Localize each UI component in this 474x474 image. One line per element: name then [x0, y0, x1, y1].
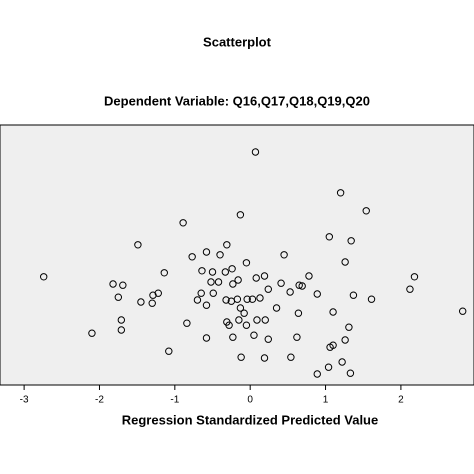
chart-subtitle: Dependent Variable: Q16,Q17,Q18,Q19,Q20	[104, 93, 370, 108]
point	[207, 278, 215, 286]
point	[229, 280, 237, 288]
point	[250, 331, 258, 339]
point	[298, 282, 306, 290]
point	[294, 309, 303, 317]
point	[362, 207, 370, 215]
point	[165, 347, 173, 355]
x-tick-label: 2	[398, 395, 404, 406]
point	[305, 272, 313, 280]
point	[286, 288, 294, 296]
point	[160, 269, 168, 277]
point	[252, 274, 260, 282]
point	[367, 295, 376, 303]
point	[410, 273, 419, 281]
point	[346, 369, 355, 377]
point	[137, 298, 145, 306]
point	[256, 294, 264, 302]
point	[324, 363, 333, 371]
point	[197, 289, 205, 297]
point	[260, 272, 269, 280]
point	[88, 329, 96, 337]
point	[287, 353, 295, 361]
point	[240, 309, 248, 317]
x-axis-label: Regression Standardized Predicted Value	[122, 412, 378, 427]
point	[272, 304, 281, 312]
point	[114, 293, 123, 301]
point	[214, 278, 223, 286]
point	[235, 316, 243, 324]
point	[329, 308, 337, 316]
point	[179, 219, 187, 227]
point	[134, 241, 142, 249]
point	[347, 237, 355, 245]
point	[242, 321, 251, 329]
point	[280, 251, 288, 259]
point	[313, 370, 321, 378]
point	[326, 343, 334, 351]
point	[208, 268, 217, 276]
point	[313, 290, 321, 298]
point	[277, 279, 285, 287]
point	[117, 316, 126, 324]
point	[202, 334, 211, 342]
x-tick-label: 1	[323, 395, 329, 406]
point	[336, 189, 345, 197]
point	[260, 354, 269, 362]
point	[251, 148, 260, 156]
point	[264, 285, 272, 293]
point	[202, 248, 211, 256]
point	[345, 323, 353, 331]
point	[295, 281, 303, 289]
x-tick-label: -1	[170, 395, 179, 406]
point	[227, 297, 236, 305]
point	[236, 211, 245, 219]
point	[234, 276, 242, 284]
point	[148, 299, 156, 307]
x-tick-label: -3	[20, 395, 29, 406]
point	[338, 358, 346, 366]
point	[293, 333, 301, 341]
point	[243, 295, 251, 303]
point	[341, 336, 349, 344]
point	[261, 316, 269, 324]
point	[202, 301, 211, 309]
point	[242, 259, 251, 267]
point	[109, 280, 117, 288]
x-tick-label: 0	[247, 395, 253, 406]
point	[458, 307, 467, 315]
point	[198, 267, 206, 275]
point	[325, 233, 334, 241]
point	[228, 265, 236, 273]
point	[149, 291, 157, 299]
point	[222, 296, 230, 304]
point	[248, 295, 257, 303]
point	[225, 321, 233, 329]
point	[253, 316, 261, 324]
chart-title: Scatterplot	[203, 34, 272, 49]
point	[221, 268, 230, 276]
point	[209, 289, 217, 297]
point	[183, 319, 191, 327]
point	[237, 353, 245, 361]
point	[193, 296, 202, 304]
point	[119, 281, 127, 289]
point	[117, 326, 126, 334]
point	[264, 335, 272, 343]
point	[40, 273, 48, 281]
x-tick-label: -2	[95, 395, 104, 406]
point	[341, 258, 349, 266]
point	[236, 304, 245, 312]
point	[349, 291, 358, 299]
point	[188, 253, 196, 261]
point	[229, 333, 237, 341]
plot-area	[0, 124, 474, 386]
point	[216, 251, 224, 259]
point	[406, 285, 414, 293]
point	[223, 241, 231, 249]
